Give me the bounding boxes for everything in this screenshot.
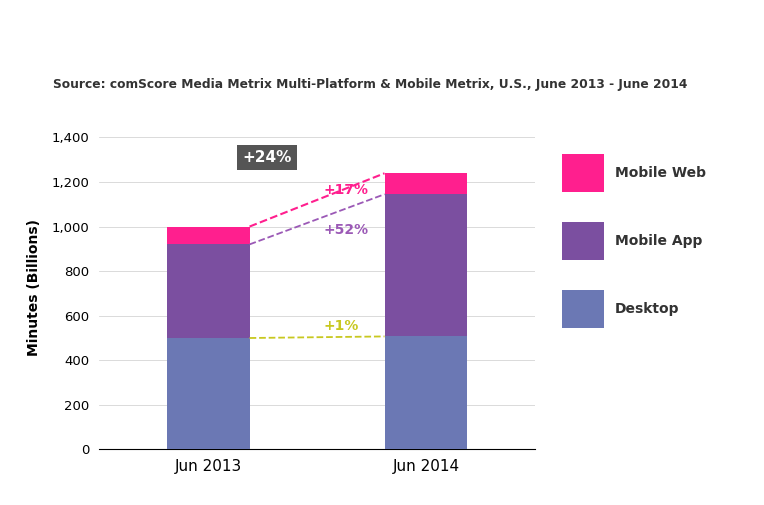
Text: Source: comScore Media Metrix Multi-Platform & Mobile Metrix, U.S., June 2013 - : Source: comScore Media Metrix Multi-Plat…	[53, 78, 688, 91]
Bar	[167, 227, 250, 244]
Text: +24%: +24%	[242, 150, 292, 165]
Text: +52%: +52%	[324, 223, 369, 237]
Bar	[384, 173, 468, 194]
FancyBboxPatch shape	[562, 290, 604, 328]
FancyBboxPatch shape	[562, 154, 604, 192]
Bar	[384, 336, 468, 449]
Bar	[384, 194, 468, 336]
Bar	[167, 338, 250, 449]
Text: Mobile App: Mobile App	[615, 234, 702, 248]
Text: Desktop: Desktop	[615, 302, 679, 316]
Text: Mobile Web: Mobile Web	[615, 166, 706, 180]
Y-axis label: Minutes (Billions): Minutes (Billions)	[27, 219, 40, 357]
Text: +17%: +17%	[324, 183, 368, 196]
Text: Digital Time Spent Growth Driven by Apps: Digital Time Spent Growth Driven by Apps	[150, 20, 614, 38]
Bar	[167, 244, 250, 338]
Text: +1%: +1%	[324, 319, 359, 333]
FancyBboxPatch shape	[562, 222, 604, 260]
